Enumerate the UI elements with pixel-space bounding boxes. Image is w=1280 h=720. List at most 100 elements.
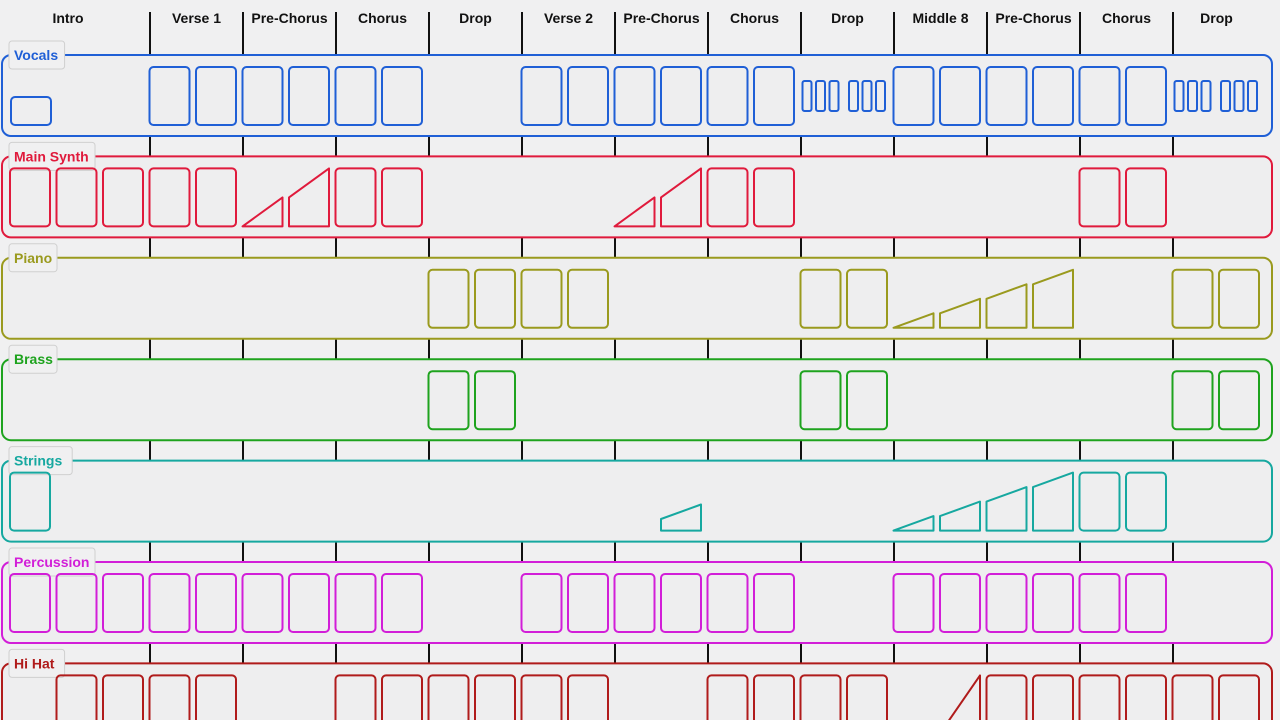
clip-block[interactable] [381,66,423,126]
clip-block[interactable] [381,573,423,633]
clip-block[interactable] [195,674,237,720]
clip-block[interactable] [1125,66,1167,126]
clip-chop[interactable] [1220,80,1231,112]
clip-block[interactable] [1078,66,1121,126]
clip-chops[interactable] [1173,80,1212,112]
clip-ramp[interactable] [985,486,1028,532]
clip-block[interactable] [753,66,795,126]
clip-block[interactable] [55,167,98,228]
clip-block[interactable] [102,167,144,228]
clip-block[interactable] [1218,268,1260,329]
clip-block[interactable] [1032,66,1074,126]
clip-chop[interactable] [815,80,826,112]
clip-block[interactable] [753,674,795,720]
clip-block[interactable] [985,66,1028,126]
clip-block[interactable] [195,66,237,126]
clip-ramp[interactable] [241,196,284,228]
clip-block[interactable] [567,573,609,633]
clip-block[interactable] [706,674,749,720]
clip-block[interactable] [520,66,563,126]
clip-block[interactable] [102,573,144,633]
clip-ramp[interactable] [288,167,330,228]
clip-block[interactable] [1078,167,1121,228]
clip-block[interactable] [1078,471,1121,532]
clip-chop[interactable] [1173,80,1185,112]
clip-chop[interactable] [861,80,873,112]
clip-block[interactable] [1078,674,1121,720]
clip-block[interactable] [1218,674,1260,720]
clip-chop[interactable] [828,80,840,112]
clip-block[interactable] [846,268,888,329]
clip-block[interactable] [1125,471,1167,532]
clip-chops[interactable] [848,80,886,112]
clip-block[interactable] [660,573,702,633]
clip-chop[interactable] [875,80,886,112]
clip-block[interactable] [55,573,98,633]
clip-block[interactable] [613,66,656,126]
clip-block[interactable] [892,66,935,126]
clip-block[interactable] [9,471,51,532]
clip-ramp[interactable] [939,500,981,532]
clip-block[interactable] [427,674,470,720]
clip-block[interactable] [1171,370,1214,431]
clip-block[interactable] [427,370,470,431]
clip-block[interactable] [241,66,284,126]
clip-block[interactable] [381,674,423,720]
clip-ramp[interactable] [939,297,981,329]
clip-ramp[interactable] [613,196,656,228]
clip-block[interactable] [799,370,842,431]
clip-block[interactable] [567,674,609,720]
clip-block[interactable] [985,674,1028,720]
clip-block[interactable] [148,167,191,228]
clip-block[interactable] [334,573,377,633]
clip-block[interactable] [334,674,377,720]
clip-block[interactable] [1218,370,1260,431]
clip-chop[interactable] [1187,80,1198,112]
clip-block[interactable] [288,66,330,126]
clip-ramp[interactable] [940,674,981,720]
clip-chops[interactable] [801,80,840,112]
clip-ramp[interactable] [1032,268,1074,329]
clip-block[interactable] [334,66,377,126]
clip-block[interactable] [1032,674,1074,720]
clip-block[interactable] [427,268,470,329]
clip-block[interactable] [1125,573,1167,633]
clip-block[interactable] [1171,674,1214,720]
clip-block[interactable] [148,66,191,126]
clip-block[interactable] [55,674,98,720]
clip-block[interactable] [799,674,842,720]
clip-ramp[interactable] [985,283,1028,329]
clip-ramp[interactable] [660,503,702,532]
clip-block[interactable] [706,167,749,228]
clip-block[interactable] [9,573,51,633]
clip-block[interactable] [381,167,423,228]
clip-block[interactable] [567,268,609,329]
clip-block[interactable] [985,573,1028,633]
clip-block[interactable] [288,573,330,633]
clip-block[interactable] [846,674,888,720]
clip-ramp[interactable] [892,515,935,532]
clip-block[interactable] [660,66,702,126]
clip-chop[interactable] [801,80,813,112]
clip-short[interactable] [10,96,52,126]
clip-block[interactable] [1171,268,1214,329]
clip-chop[interactable] [848,80,859,112]
clip-block[interactable] [753,167,795,228]
clip-block[interactable] [753,573,795,633]
clip-block[interactable] [706,573,749,633]
clip-block[interactable] [846,370,888,431]
clip-block[interactable] [474,370,516,431]
clip-block[interactable] [1125,674,1167,720]
clip-block[interactable] [102,674,144,720]
clip-block[interactable] [520,674,563,720]
clip-ramp[interactable] [1032,471,1074,532]
clip-block[interactable] [195,167,237,228]
clip-block[interactable] [148,674,191,720]
clip-block[interactable] [241,573,284,633]
clip-block[interactable] [334,167,377,228]
clip-block[interactable] [9,167,51,228]
clip-chop[interactable] [1200,80,1212,112]
clip-chop[interactable] [1233,80,1245,112]
clip-block[interactable] [148,573,191,633]
clip-block[interactable] [706,66,749,126]
